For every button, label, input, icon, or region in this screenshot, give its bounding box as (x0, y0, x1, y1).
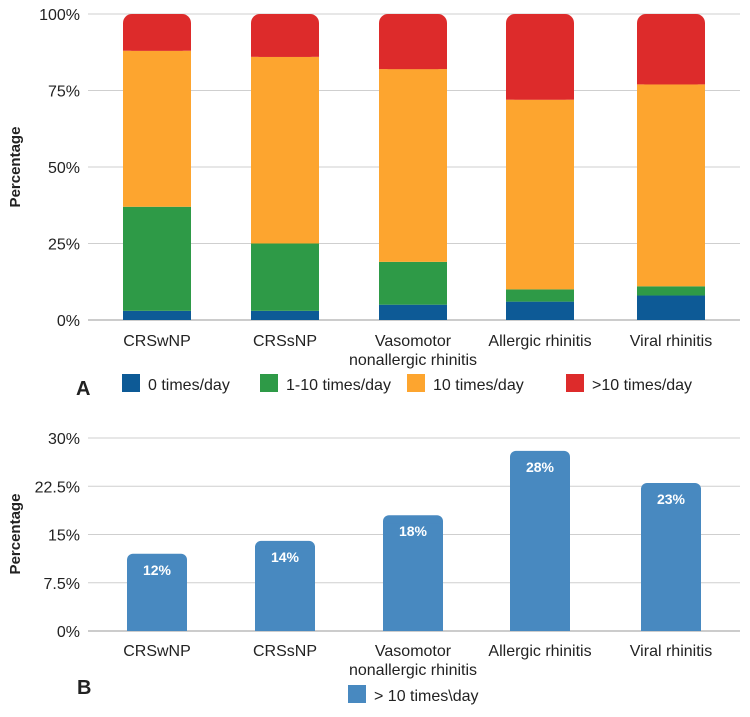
panel-b-bar-fill (641, 491, 701, 631)
panel-a-ytick-label: 75% (48, 84, 80, 101)
panel-b-xtick-line: CRSsNP (253, 643, 317, 660)
panel-a-bar-fill (251, 24, 319, 57)
panel-b-legend-swatch-10-times-day (348, 685, 366, 703)
panel-b-xtick-line: Viral rhinitis (630, 643, 712, 660)
panel-a-legend-swatch-1-10-times-day (260, 374, 278, 392)
panel-a-xtick-label: CRSwNP (123, 333, 191, 350)
panel-a-xtick-label: Allergic rhinitis (488, 333, 591, 350)
panel-b-data-label: 12% (143, 562, 172, 578)
panel-b-xtick-line: Vasomotor (375, 643, 452, 660)
panel-a-xtick-line: nonallergic rhinitis (349, 352, 477, 369)
panel-b-data-label: 14% (271, 549, 300, 565)
panel-a-xtick-line: Allergic rhinitis (488, 333, 591, 350)
panel-b-legend-label-10-times-day: > 10 times\day (374, 688, 479, 705)
panel-b-ytick-label: 15% (48, 528, 80, 545)
panel-a-legend-label-1-10-times-day: 1-10 times/day (286, 377, 391, 394)
panel-b-bar-fill (127, 561, 187, 631)
panel-a-ylabel: Percentage (7, 127, 24, 208)
panel-b-xtick-line: Allergic rhinitis (488, 643, 591, 660)
panel-a-bar-1-10-times-day-vasomotor-nonallergic-rhinitis (379, 261, 447, 305)
panel-a-xtick-line: Viral rhinitis (630, 333, 712, 350)
panel-b-bar-fill (383, 523, 443, 631)
panel-a-xtick-line: Vasomotor (375, 333, 452, 350)
panel-b-label: B (77, 677, 91, 699)
panel-a-bar-1-10-times-day-crssnp (251, 243, 319, 311)
panel-a-bar-10-times-day-crssnp (251, 56, 319, 244)
panel-b-bar-fill (255, 548, 315, 631)
panel-a-legend-label-10-times-day: 10 times/day (433, 377, 524, 394)
panel-b-ytick-label: 7.5% (44, 576, 80, 593)
panel-a-label: A (76, 378, 90, 400)
panel-a-bar-10-times-day-vasomotor-nonallergic-rhinitis (379, 69, 447, 262)
panel-b-xtick-label: Viral rhinitis (630, 643, 712, 660)
panel-a-legend-swatch-10-times-day (566, 374, 584, 392)
panel-b-ytick-label: 22.5% (35, 479, 80, 496)
panel-b-xtick-label: CRSsNP (253, 643, 317, 660)
panel-a-bar-1-10-times-day-allergic-rhinitis (506, 289, 574, 302)
panel-a-bar-10-times-day-allergic-rhinitis (506, 99, 574, 290)
panel-a-bar-1-10-times-day-viral-rhinitis (637, 286, 705, 296)
panel-a-xtick-label: Viral rhinitis (630, 333, 712, 350)
panel-a-bar-fill (123, 24, 191, 51)
panel-a-bar-fill (379, 24, 447, 70)
panel-a-xtick-line: CRSwNP (123, 333, 191, 350)
panel-a-bar-0-times-day-crssnp (251, 310, 319, 320)
panel-a-bar-1-10-times-day-crswnp (123, 206, 191, 311)
panel-b-ytick-label: 30% (48, 431, 80, 448)
panel-b-xtick-line: CRSwNP (123, 643, 191, 660)
panel-a-xtick-label: CRSsNP (253, 333, 317, 350)
panel-b-xtick-line: nonallergic rhinitis (349, 662, 477, 679)
panel-a-legend-swatch-10-times-day (407, 374, 425, 392)
panel-b-ytick-label: 0% (57, 624, 80, 641)
panel-a-ytick-label: 50% (48, 160, 80, 177)
panel-b-data-label: 18% (399, 523, 428, 539)
panel-a-bar-fill (637, 24, 705, 85)
panel-b-data-label: 28% (526, 459, 555, 475)
panel-a-bar-fill (506, 24, 574, 100)
panel-a-bar-0-times-day-crswnp (123, 310, 191, 320)
panel-a-bar-0-times-day-allergic-rhinitis (506, 301, 574, 320)
panel-a-legend-label-10-times-day: >10 times/day (592, 377, 692, 394)
panel-a-legend-label-0-times-day: 0 times/day (148, 377, 230, 394)
panel-b-xtick-label: Allergic rhinitis (488, 643, 591, 660)
panel-a-xtick-label: Vasomotor nonallergic rhinitis (349, 333, 477, 369)
panel-a-bar-10-times-day-crswnp (123, 50, 191, 207)
panel-a-legend-swatch-0-times-day (122, 374, 140, 392)
panel-a-ytick-label: 0% (57, 313, 80, 330)
panel-a-xtick-line: CRSsNP (253, 333, 317, 350)
panel-b-xtick-label: Vasomotor nonallergic rhinitis (349, 643, 477, 679)
panel-a-bar-0-times-day-viral-rhinitis (637, 295, 705, 320)
panel-a-ytick-label: 25% (48, 237, 80, 254)
panel-b-xtick-label: CRSwNP (123, 643, 191, 660)
panel-a-bar-10-times-day-viral-rhinitis (637, 84, 705, 287)
panel-a-ytick-label: 100% (39, 7, 80, 24)
panel-b-data-label: 23% (657, 491, 686, 507)
panel-b-ylabel: Percentage (7, 494, 24, 575)
panel-a-bar-0-times-day-vasomotor-nonallergic-rhinitis (379, 304, 447, 320)
panel-b-bar-fill (510, 458, 570, 631)
